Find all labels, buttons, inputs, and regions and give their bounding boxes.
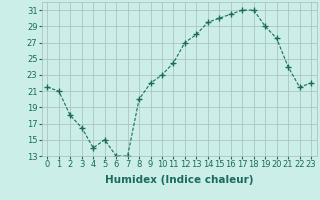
X-axis label: Humidex (Indice chaleur): Humidex (Indice chaleur) [105, 175, 253, 185]
